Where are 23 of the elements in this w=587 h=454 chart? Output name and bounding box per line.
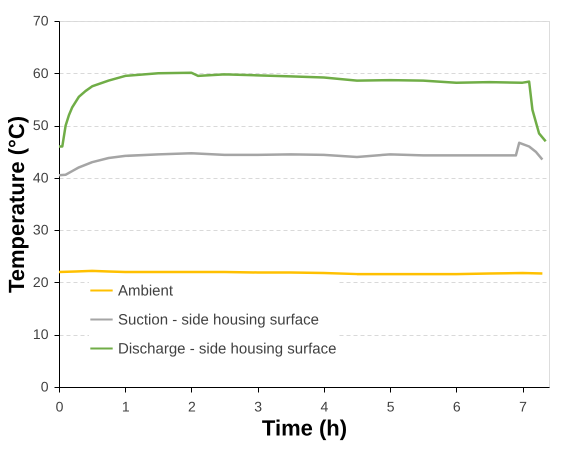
x-axis-title: Time (h): [262, 416, 348, 440]
y-tick-label: 20: [32, 274, 49, 290]
x-tick-label: 2: [188, 398, 196, 414]
y-axis-title: Temperature (°C): [4, 116, 29, 294]
line-series: [58, 72, 547, 148]
x-tick-label: 5: [386, 398, 395, 414]
y-tick-label: 10: [32, 326, 49, 342]
y-tick-label: 40: [32, 169, 49, 186]
y-tick-label: 50: [32, 117, 49, 134]
legend-label: Suction - side housing surface: [118, 312, 319, 328]
x-tick-label: 6: [452, 398, 461, 414]
x-tick-label: 3: [254, 398, 262, 414]
y-tick-label: 30: [32, 222, 49, 238]
y-tick-label: 0: [40, 378, 49, 394]
x-tick-label: 1: [122, 398, 130, 414]
y-tick-label: 60: [32, 64, 49, 81]
x-tick-label: 7: [519, 398, 528, 414]
legend-label: Discharge - side housing surface: [118, 340, 336, 358]
line-series: [58, 142, 544, 176]
y-tick-label: 70: [32, 12, 49, 28]
x-tick-label: 4: [320, 398, 328, 414]
legend-label: Ambient: [118, 282, 174, 300]
x-tick-label: 0: [56, 398, 64, 414]
